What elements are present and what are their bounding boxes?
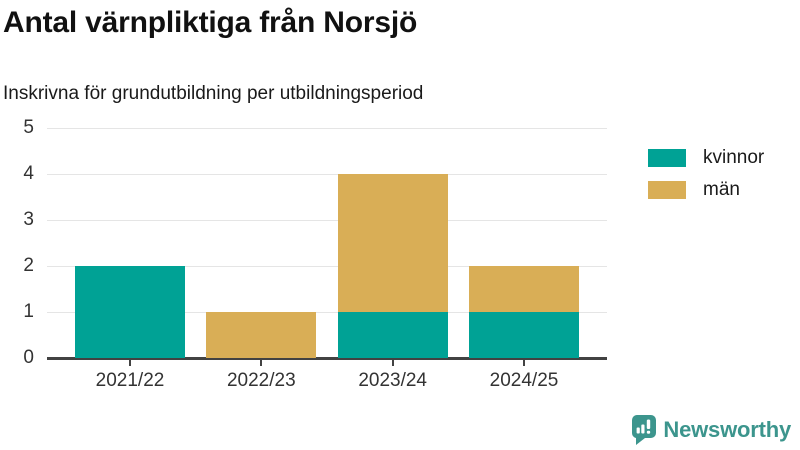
legend: kvinnor män	[648, 147, 764, 211]
gridline	[47, 266, 607, 267]
legend-item-kvinnor: kvinnor	[648, 147, 764, 169]
plot-area: 2021/22 2022/23 2023/24 2024/25	[47, 128, 607, 391]
x-axis-label: 2024/25	[489, 370, 559, 391]
y-axis-label: 2	[23, 255, 34, 276]
y-axis-label: 5	[23, 117, 34, 138]
gridline	[47, 174, 607, 175]
bar-segment-män	[337, 174, 448, 312]
y-axis-label: 3	[23, 209, 34, 230]
bar-segment-kvinnor	[469, 312, 579, 358]
chart-title: Antal värnpliktiga från Norsjö	[3, 6, 418, 39]
newsworthy-logo[interactable]: Newsworthy	[632, 415, 791, 445]
gridline	[47, 128, 607, 129]
y-axis-label: 4	[23, 163, 34, 184]
bar-segment-kvinnor	[75, 266, 185, 358]
y-axis: 0 1 2 3 4 5	[0, 117, 36, 368]
x-axis-tick	[129, 359, 131, 366]
x-axis-line	[47, 357, 607, 360]
x-axis-label: 2022/23	[226, 370, 296, 391]
y-axis-label: 1	[23, 301, 34, 322]
newsworthy-wordmark: Newsworthy	[663, 417, 791, 442]
legend-label: kvinnor	[703, 147, 765, 168]
x-axis-label: 2023/24	[358, 370, 427, 391]
gridline	[47, 312, 607, 313]
bar-segment-kvinnor	[337, 312, 448, 358]
bar-segment-män	[206, 312, 317, 358]
legend-swatch	[648, 181, 686, 199]
legend-label: män	[703, 179, 740, 200]
x-axis-label: 2021/22	[95, 370, 165, 391]
gridline	[47, 220, 607, 221]
legend-item-män: män	[648, 179, 764, 201]
legend-swatch	[648, 149, 686, 167]
x-axis-tick	[523, 359, 525, 366]
chart-subtitle: Inskrivna för grundutbildning per utbild…	[3, 83, 424, 104]
y-axis-label: 0	[23, 347, 34, 368]
x-axis-tick	[391, 359, 394, 366]
newsworthy-bubble-chart-icon	[632, 415, 657, 445]
x-axis-tick	[260, 359, 263, 366]
bar-segment-män	[469, 266, 579, 312]
